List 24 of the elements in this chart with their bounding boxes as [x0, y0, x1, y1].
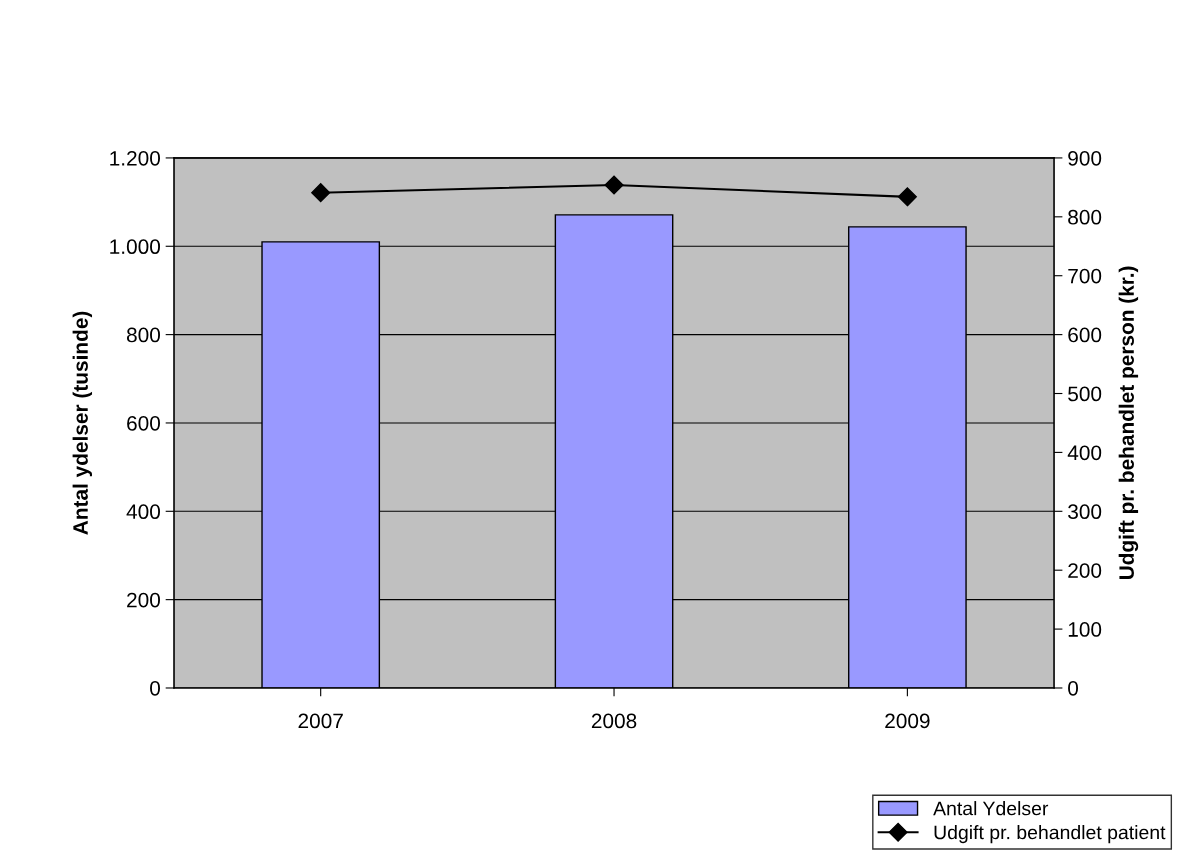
y2-axis-title: Udgift pr. behandlet person (kr.) [1118, 266, 1139, 580]
legend-label: Antal Ydelser [933, 801, 1049, 816]
y2-tick-label: 300 [1068, 504, 1102, 520]
x-tick-label: 2009 [885, 713, 930, 729]
legend-label: Udgift pr. behandlet patient [934, 825, 1166, 844]
y-tick-label: 800 [126, 327, 161, 343]
y2-tick-label: 0 [1068, 680, 1079, 696]
y-tick-label: 1.200 [110, 150, 161, 166]
y2-tick-label: 200 [1068, 563, 1102, 578]
y-tick-label: 400 [126, 504, 161, 520]
y2-tick-label: 800 [1068, 209, 1102, 225]
y-tick-label: 200 [127, 592, 161, 608]
y2-tick-label: 700 [1068, 268, 1102, 284]
y2-tick-label: 400 [1067, 445, 1102, 461]
y-tick-label: 600 [127, 415, 161, 431]
y-tick-label: 1.000 [110, 239, 161, 255]
y2-tick-label: 900 [1068, 150, 1102, 166]
x-tick-label: 2007 [298, 713, 343, 729]
y-axis-title: Antal ydelser (tusinde) [72, 311, 93, 535]
y2-tick-label: 600 [1068, 327, 1102, 343]
y2-tick-label: 500 [1068, 386, 1102, 402]
y2-tick-label: 100 [1068, 622, 1102, 637]
x-tick-label: 2008 [591, 713, 637, 729]
y-tick-label: 0 [150, 680, 161, 696]
